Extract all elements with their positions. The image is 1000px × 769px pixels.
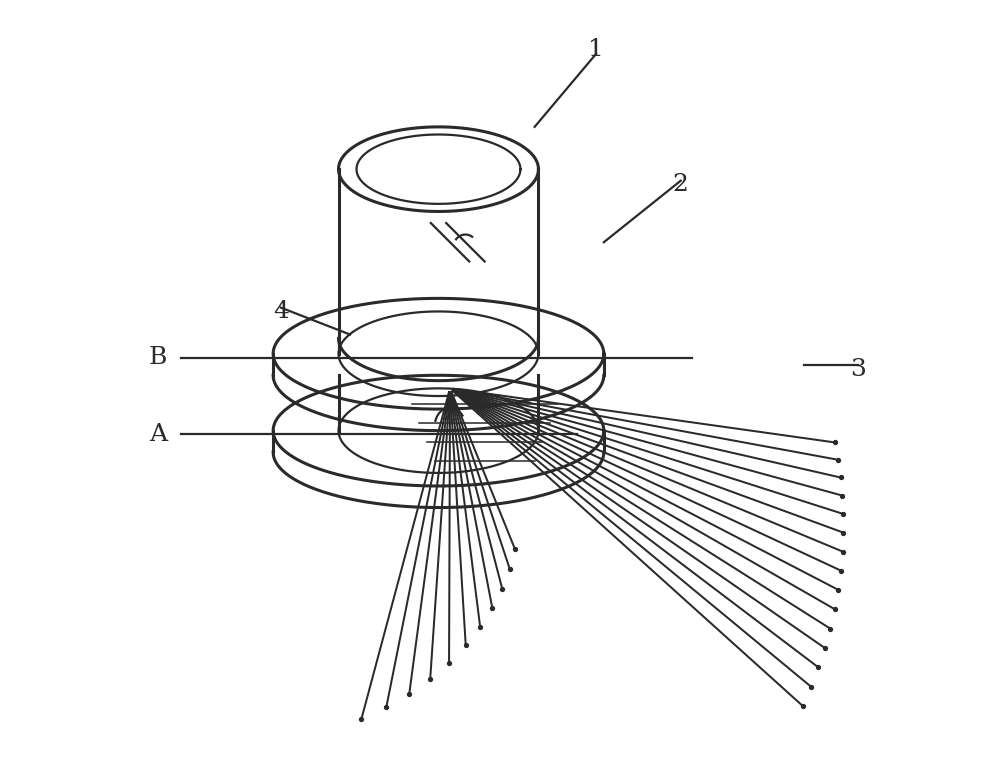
Text: B: B (149, 346, 167, 369)
Text: A: A (149, 423, 167, 446)
Text: 2: 2 (673, 173, 689, 196)
Text: 4: 4 (273, 300, 289, 323)
Text: 1: 1 (588, 38, 604, 62)
Text: 3: 3 (850, 358, 866, 381)
